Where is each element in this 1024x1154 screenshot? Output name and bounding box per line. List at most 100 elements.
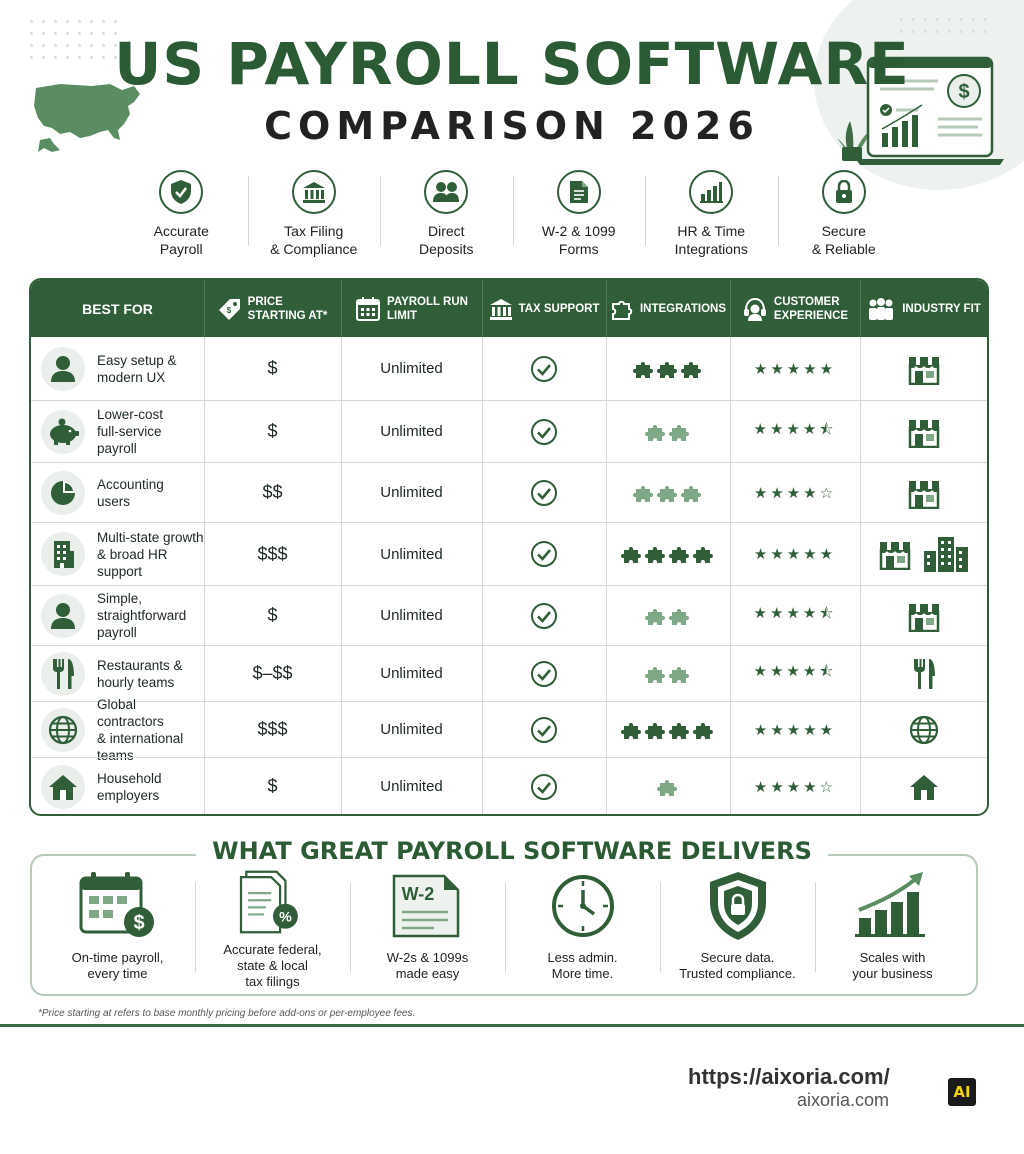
puzzle-piece-icon: [656, 481, 680, 505]
puzzle-piece-icon: [656, 357, 680, 381]
decorative-dots-left: [30, 20, 130, 70]
header-price: $ PRICE STARTING AT*: [204, 280, 341, 337]
decorative-dot: [42, 20, 45, 23]
tax-support-cell: [482, 401, 606, 462]
table-row: Household employers $ Unlimited ★★★★☆: [31, 757, 987, 814]
feature-direct-deposits: Direct Deposits: [380, 170, 513, 260]
industry-fit-cell: [860, 401, 987, 462]
puzzle-icon: [611, 300, 633, 320]
table-row: Accounting users $$ Unlimited ★★★★☆: [31, 462, 987, 522]
integrations-cell: [606, 646, 730, 701]
piggy-bank-icon: [41, 409, 85, 454]
storefront-icon: [907, 353, 941, 385]
industry-fit-cell: [860, 586, 987, 645]
us-map-icon: [34, 84, 140, 152]
deliver-label: Less admin. More time.: [547, 950, 618, 981]
header-label: PAYROLL RUN LIMIT: [387, 295, 468, 322]
decorative-dot: [102, 56, 105, 59]
table-row: Global contractors & international teams…: [31, 697, 987, 763]
limit-cell: Unlimited: [380, 545, 443, 563]
decorative-dot: [948, 30, 951, 33]
best-for-text: Accounting users: [97, 476, 164, 509]
customer-experience-cell: ★★★★☆: [753, 484, 837, 502]
decorative-dot: [924, 30, 927, 33]
check-circle-icon: [530, 479, 558, 507]
office-building-icon: [41, 532, 85, 576]
customer-experience-cell: ★★★★⯪: [753, 605, 837, 622]
decorative-dot: [960, 30, 963, 33]
header-label: BEST FOR: [82, 300, 153, 317]
decorative-dot: [972, 18, 975, 21]
headset-icon: [743, 297, 766, 321]
best-for-text: Household employers: [97, 770, 162, 803]
footer-domain: aixoria.com: [797, 1090, 890, 1110]
feature-label: Direct Deposits: [419, 223, 474, 257]
clock-icon: [551, 875, 614, 937]
decorative-dot: [90, 56, 93, 59]
limit-cell: Unlimited: [380, 607, 443, 624]
decorative-dot: [936, 30, 939, 33]
puzzle-piece-icon: [668, 420, 692, 444]
puzzle-piece-icon: [668, 604, 692, 628]
decorative-dot: [900, 18, 903, 21]
decorative-dot: [54, 44, 57, 47]
header-divider: [606, 280, 607, 337]
table-header: BEST FOR $ PRICE STARTING AT* PAYROLL RU…: [31, 280, 987, 337]
header-best-for: BEST FOR: [31, 280, 204, 337]
svg-text:$: $: [958, 81, 969, 103]
feature-hr-time: HR & Time Integrations: [645, 170, 778, 260]
deliver-item-on-time: $ On-time payroll, every time: [40, 870, 195, 990]
footer-url-link[interactable]: https://aixoria.com/: [688, 1064, 890, 1089]
feature-label: HR & Time Integrations: [674, 223, 748, 257]
globe-icon: [909, 715, 939, 745]
header-label: PRICE STARTING AT*: [247, 295, 328, 322]
bar-chart-icon: [689, 170, 734, 214]
shield-check-icon: [159, 170, 204, 214]
globe-icon: [41, 707, 85, 752]
feature-label: Tax Filing & Compliance: [270, 223, 358, 257]
limit-cell: Unlimited: [380, 778, 443, 795]
table-row: Lower-cost full-service payroll $ Unlimite…: [31, 400, 987, 462]
group-icon: [869, 297, 894, 320]
decorative-dot: [90, 20, 93, 23]
check-circle-icon: [530, 716, 558, 744]
feature-accurate-payroll: Accurate Payroll: [115, 170, 248, 260]
integrations-cell: [606, 758, 730, 814]
tax-support-cell: [482, 463, 606, 522]
column-divider: [606, 337, 607, 814]
price-tag-icon: $: [218, 298, 240, 320]
puzzle-piece-icon: [644, 662, 668, 686]
decorative-dots-right: [900, 18, 990, 48]
tax-support-cell: [482, 523, 606, 585]
customer-experience-cell: ★★★★⯪: [753, 421, 837, 438]
decorative-dot: [78, 44, 81, 47]
house-icon: [41, 764, 85, 809]
decorative-dot: [54, 56, 57, 59]
footnote: *Price starting at refers to base monthl…: [38, 1008, 416, 1019]
decorative-dot: [912, 18, 915, 21]
best-for-cell: Accounting users: [31, 463, 204, 522]
puzzle-piece-icon: [668, 662, 692, 686]
feature-w2-forms: W-2 & 1099 Forms: [512, 170, 646, 260]
table-row: Multi-state growth & broad HR support $$$…: [31, 522, 987, 585]
header-label: TAX SUPPORT: [518, 302, 600, 315]
best-for-text: Simple, straightforward payroll: [97, 591, 187, 640]
check-circle-icon: [530, 418, 558, 446]
best-for-cell: Multi-state growth & broad HR support: [31, 523, 204, 585]
puzzle-piece-icon: [644, 542, 668, 566]
puzzle-piece-icon: [644, 718, 668, 742]
decorative-dot: [114, 20, 117, 23]
header-divider: [341, 280, 342, 337]
header-divider: [730, 280, 731, 337]
calendar-dollar-icon: $: [79, 872, 154, 937]
decorative-dot: [960, 18, 963, 21]
header-divider: [204, 280, 205, 337]
header-label: INDUSTRY FIT: [902, 302, 981, 315]
tax-support-cell: [482, 758, 606, 814]
deliver-item-less-admin: Less admin. More time.: [505, 870, 660, 990]
column-divider: [482, 337, 483, 814]
limit-cell: Unlimited: [380, 423, 443, 440]
storefront-icon: [907, 477, 941, 509]
feature-label: Secure & Reliable: [811, 223, 876, 257]
puzzle-piece-icon: [656, 775, 680, 799]
